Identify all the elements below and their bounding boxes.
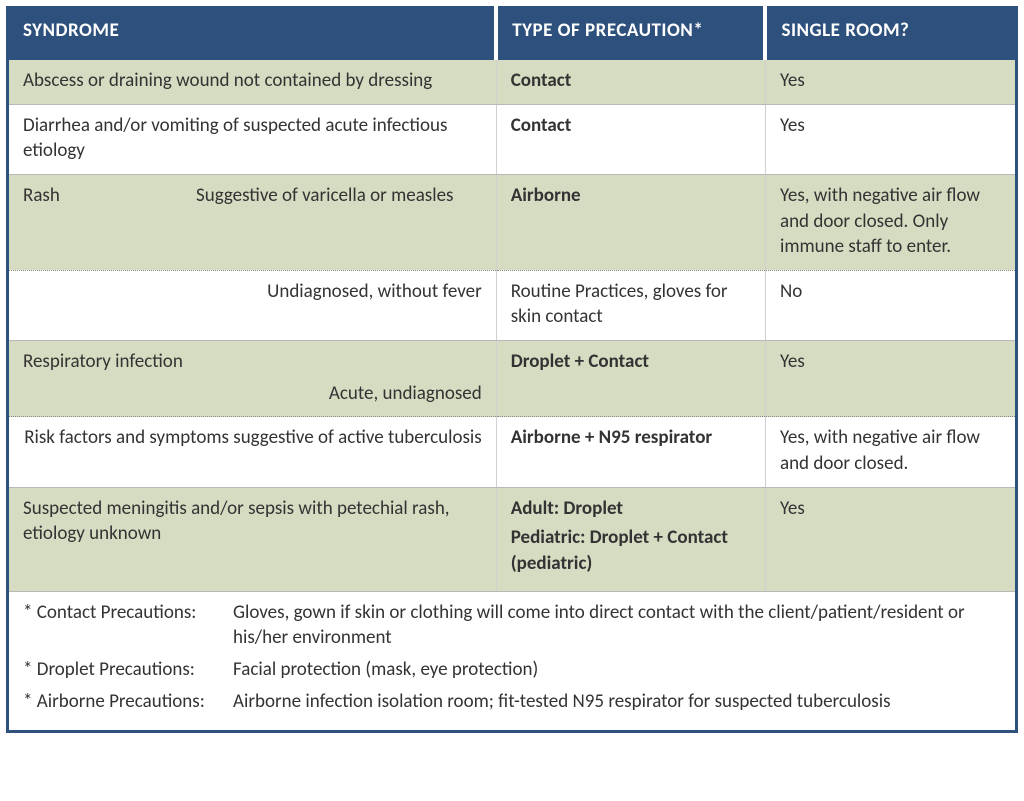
cell-syndrome: Respiratory infection Acute, undiagnosed [8,341,497,417]
cell-room: Yes [765,487,1016,591]
cell-precaution: Droplet + Contact [496,341,765,417]
cell-syndrome: Diarrhea and/or vomiting of suspected ac… [8,104,497,174]
footnote-text: Facial protection (mask, eye protection) [233,657,1001,683]
cell-precaution: Routine Practices, gloves for skin conta… [496,270,765,340]
cell-room: Yes, with negative air flow and door clo… [765,417,1016,487]
header-syndrome: SYNDROME [8,8,497,61]
table-footnotes-row: * Contact Precautions: Gloves, gown if s… [8,591,1017,732]
footnote-label: * Airborne Precautions: [23,689,233,715]
cell-syndrome: Undiagnosed, without fever [8,270,497,340]
footnote: * Droplet Precautions: Facial protection… [23,657,1001,683]
table-header-row: SYNDROME TYPE OF PRECAUTION* SINGLE ROOM… [8,8,1017,61]
cell-room: No [765,270,1016,340]
footnote-text: Gloves, gown if skin or clothing will co… [233,600,1001,651]
table-row: Undiagnosed, without fever Routine Pract… [8,270,1017,340]
cell-precaution: Airborne + N95 respirator [496,417,765,487]
cell-syndrome: Rash Suggestive of varicella or measles [8,174,497,270]
table-row: Respiratory infection Acute, undiagnosed… [8,341,1017,417]
cell-precaution: Adult: Droplet Pediatric: Droplet + Cont… [496,487,765,591]
cell-syndrome: Risk factors and symptoms suggestive of … [8,417,497,487]
syndrome-main: Rash [23,183,188,209]
cell-precaution: Contact [496,60,765,104]
cell-precaution: Airborne [496,174,765,270]
table-row: Diarrhea and/or vomiting of suspected ac… [8,104,1017,174]
footnotes: * Contact Precautions: Gloves, gown if s… [8,591,1017,732]
cell-room: Yes [765,60,1016,104]
syndrome-sub: Undiagnosed, without fever [23,279,482,305]
cell-room: Yes [765,104,1016,174]
footnote-label: * Contact Precautions: [23,600,233,651]
cell-syndrome: Suspected meningitis and/or sepsis with … [8,487,497,591]
cell-room: Yes [765,341,1016,417]
syndrome-sub: Suggestive of varicella or measles [196,183,482,209]
precaution-line: Adult: Droplet [511,496,751,522]
syndrome-sub: Acute, undiagnosed [23,381,482,407]
header-precaution: TYPE OF PRECAUTION* [496,8,765,61]
table-row: Suspected meningitis and/or sepsis with … [8,487,1017,591]
syndrome-sub: Risk factors and symptoms suggestive of … [23,425,482,451]
table-row: Risk factors and symptoms suggestive of … [8,417,1017,487]
header-room: SINGLE ROOM? [765,8,1016,61]
footnote-text: Airborne infection isolation room; fit-t… [233,689,1001,715]
table-row: Abscess or draining wound not contained … [8,60,1017,104]
footnote: * Airborne Precautions: Airborne infecti… [23,689,1001,715]
precautions-table: SYNDROME TYPE OF PRECAUTION* SINGLE ROOM… [6,6,1018,733]
cell-precaution: Contact [496,104,765,174]
cell-syndrome: Abscess or draining wound not contained … [8,60,497,104]
precaution-line: Pediatric: Droplet + Contact (pediatric) [511,525,751,576]
syndrome-main: Respiratory infection [23,349,482,375]
table-row: Rash Suggestive of varicella or measles … [8,174,1017,270]
cell-room: Yes, with negative air flow and door clo… [765,174,1016,270]
footnote-label: * Droplet Precautions: [23,657,233,683]
footnote: * Contact Precautions: Gloves, gown if s… [23,600,1001,651]
